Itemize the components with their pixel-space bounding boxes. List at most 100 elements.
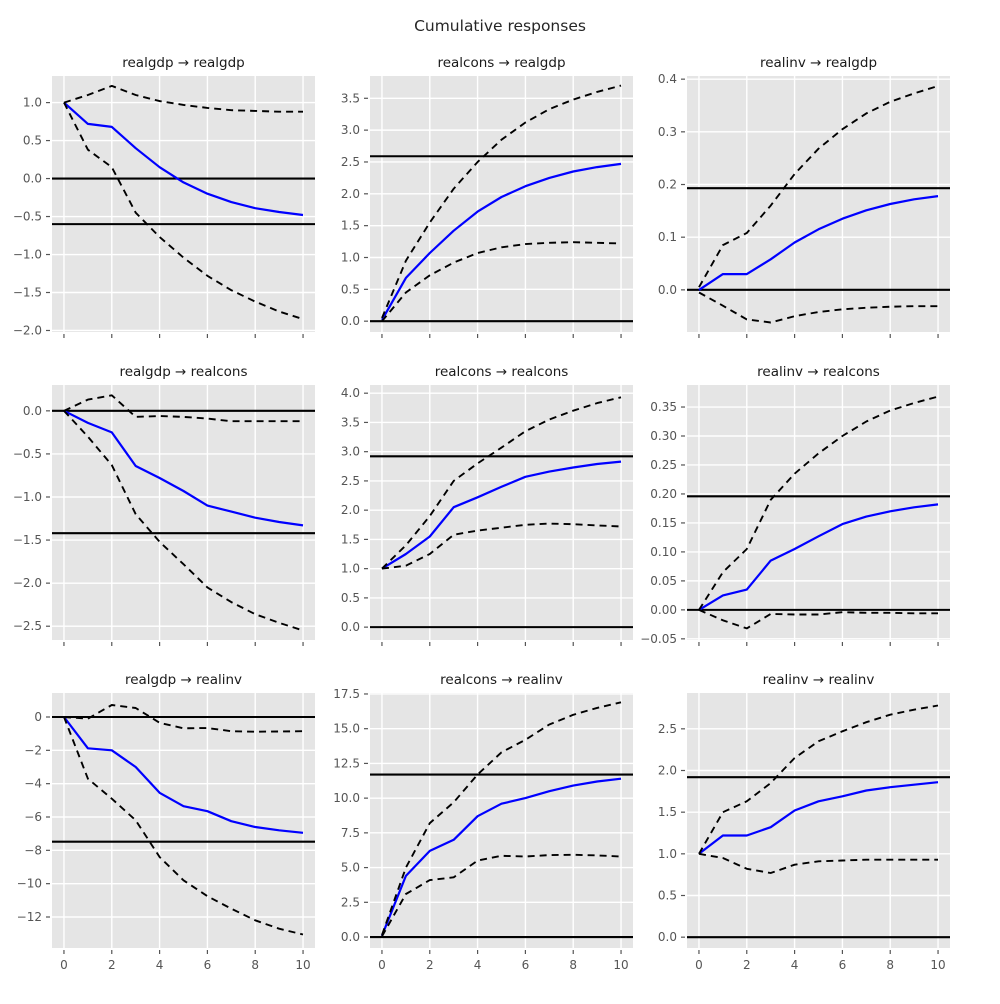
x-tick-label: 2: [426, 958, 434, 972]
y-tick-label: 5.0: [341, 861, 360, 875]
lower_ci-line: [698, 609, 938, 630]
lower_ci-line: [63, 102, 304, 321]
subplot-title-realinv-to-realinv: realinv → realinv: [763, 672, 875, 688]
gridlines: [370, 385, 633, 640]
response-line: [698, 781, 939, 855]
y-tick-label: −1.5: [13, 285, 42, 299]
y-tick-label: 12.5: [333, 756, 360, 770]
y-tick-label: 0.4: [658, 72, 677, 86]
y-tick-label: 0.0: [23, 172, 42, 186]
y-tick-label: 3.0: [341, 123, 360, 137]
lower_ci-line: [381, 241, 622, 322]
y-tick-label: 0.0: [341, 930, 360, 944]
subplot-realgdp-to-realcons: 0.0 −0.5 −1.0 −1.5 −2.0 −2.5 realgdp → realcon…: [13, 364, 315, 646]
lower_ci-line: [63, 716, 304, 936]
y-tick-label: 0.0: [341, 620, 360, 634]
x-tick-label: 0: [695, 958, 703, 972]
y-tick-label: 0.30: [650, 429, 677, 443]
y-tick-label: 0.05: [650, 574, 677, 588]
subplot-title-realgdp-to-realinv: realgdp → realinv: [125, 672, 242, 688]
y-tick-label: −2: [24, 743, 42, 757]
y-tick-label: −2.5: [13, 619, 42, 633]
y-tick-label: −1.5: [13, 533, 42, 547]
y-tick-label: 3.0: [341, 445, 360, 459]
y-tick-label: 0.5: [658, 889, 677, 903]
upper_ci-line: [381, 701, 622, 936]
tick-marks: [364, 97, 622, 338]
subplot-title-realcons-to-realgdp: realcons → realgdp: [437, 55, 565, 71]
subplot-title-realinv-to-realgdp: realinv → realgdp: [760, 55, 877, 71]
y-tick-label: 10.0: [333, 791, 360, 805]
tick-marks: [364, 392, 622, 646]
x-tick-label: 8: [251, 958, 259, 972]
y-tick-label: 0.25: [650, 458, 677, 472]
upper_ci-line: [698, 395, 939, 611]
tick-marks: [46, 410, 304, 646]
y-tick-label: 1.0: [341, 562, 360, 576]
response-line: [63, 409, 304, 527]
y-tick-label: 0.0: [23, 404, 42, 418]
subplot-title-realcons-to-realcons: realcons → realcons: [435, 364, 569, 380]
plot-area: [687, 693, 950, 948]
y-tick-label: 0.3: [658, 125, 677, 139]
lower_ci-line: [381, 522, 622, 570]
x-tick-label: 10: [295, 958, 310, 972]
plot-area: [687, 385, 950, 640]
tick-marks: [364, 693, 622, 954]
subplot-realcons-to-realinv: 17.5 15.0 12.5 10.0 7.5 5.0 2.5 0.0 0 2 4 6 8 10 realc…: [333, 672, 633, 972]
x-tick-label: 4: [791, 958, 799, 972]
upper_ci-line: [63, 394, 303, 423]
x-tick-label: 10: [613, 958, 628, 972]
subplot-realgdp-to-realgdp: 1.0 0.5 0.0 −0.5 −1.0 −1.5 −2.0 realgdp → realg…: [13, 55, 315, 338]
subplot-title-realgdp-to-realcons: realgdp → realcons: [119, 364, 247, 380]
y-tick-label: 4.0: [341, 386, 360, 400]
y-tick-label: 0.1: [658, 230, 677, 244]
plot-area: [52, 76, 315, 332]
y-tick-label: 0.35: [650, 400, 677, 414]
subplot-title-realcons-to-realinv: realcons → realinv: [440, 672, 563, 688]
x-tick-label: 2: [743, 958, 751, 972]
y-tick-label: −4: [24, 777, 42, 791]
x-tick-label: 0: [378, 958, 386, 972]
subplot-grid: 1.0 0.5 0.0 −0.5 −1.0 −1.5 −2.0 realgdp → realg…: [13, 55, 950, 972]
plot-area: [52, 385, 315, 640]
y-tick-label: −0.5: [13, 210, 42, 224]
upper_ci-line: [381, 396, 622, 570]
upper_ci-line: [698, 85, 939, 288]
upper_ci-line: [63, 704, 304, 733]
tick-marks: [681, 406, 939, 646]
x-tick-label: 10: [930, 958, 945, 972]
x-tick-label: 4: [474, 958, 482, 972]
subplot-title-realgdp-to-realgdp: realgdp → realgdp: [122, 55, 244, 71]
y-tick-label: −1.0: [13, 248, 42, 262]
lower_ci-line: [63, 410, 304, 632]
y-tick-label: 2.5: [658, 722, 677, 736]
y-tick-label: 1.5: [341, 532, 360, 546]
plot-area: [370, 76, 633, 332]
x-tick-label: 2: [108, 958, 116, 972]
y-tick-label: 0: [34, 710, 42, 724]
y-tick-label: 17.5: [333, 687, 360, 701]
y-tick-label: −6: [24, 810, 42, 824]
y-tick-label: 2.0: [658, 764, 677, 778]
y-tick-label: 0.5: [341, 591, 360, 605]
y-tick-label: 1.0: [341, 250, 360, 264]
x-tick-label: 6: [204, 958, 212, 972]
subplot-realcons-to-realgdp: 3.5 3.0 2.5 2.0 1.5 1.0 0.5 0.0 realcons → realg…: [341, 55, 633, 338]
y-tick-label: 0.10: [650, 545, 677, 559]
x-tick-label: 6: [839, 958, 847, 972]
y-tick-label: 1.0: [658, 847, 677, 861]
response-line: [698, 195, 939, 291]
y-tick-label: 1.5: [658, 805, 677, 819]
y-tick-label: −2.0: [13, 323, 42, 337]
y-tick-label: −1.0: [13, 490, 42, 504]
y-tick-label: 0.20: [650, 487, 677, 501]
x-tick-label: 0: [60, 958, 68, 972]
y-tick-label: 7.5: [341, 826, 360, 840]
subplot-realinv-to-realcons: 0.35 0.30 0.25 0.20 0.15 0.10 0.05 0.00 −0.05 rea…: [640, 364, 950, 646]
gridlines: [52, 76, 315, 332]
lower_ci-line: [698, 291, 938, 324]
tick-marks: [681, 728, 939, 954]
y-tick-label: 0.15: [650, 516, 677, 530]
